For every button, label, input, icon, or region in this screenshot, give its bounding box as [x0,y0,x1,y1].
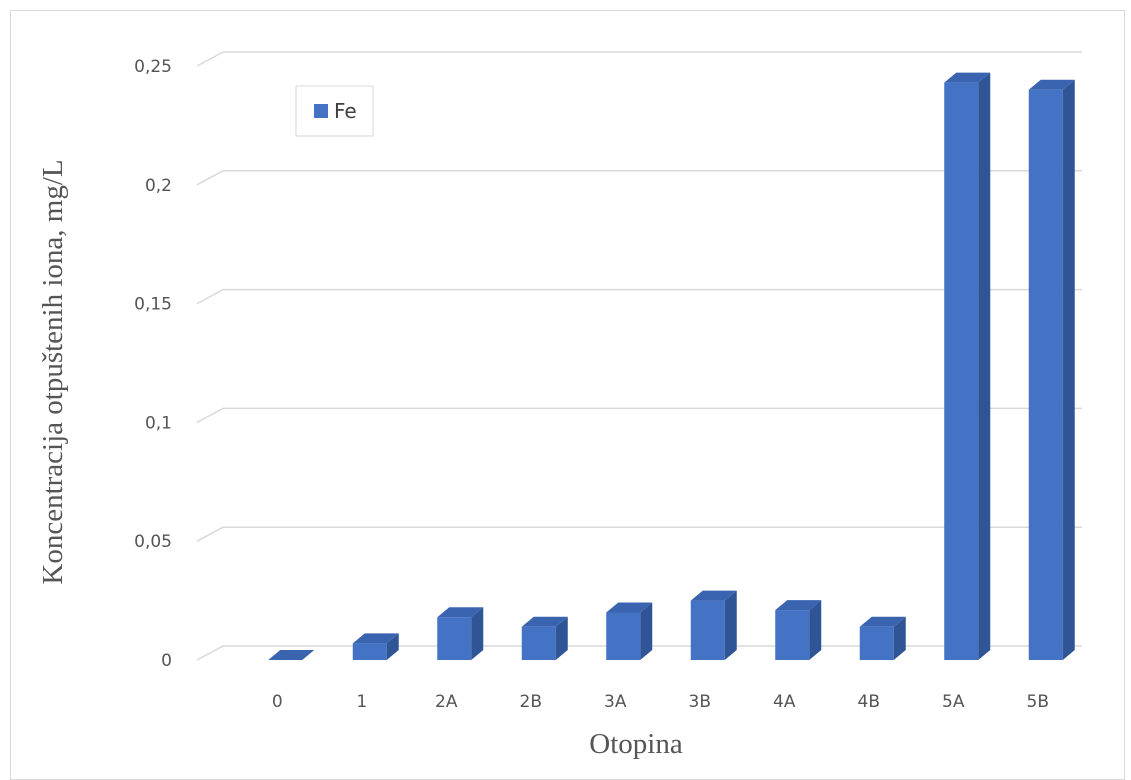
bar-chart: 0 0,05 0,1 0,15 0,2 0,25 0 1 2A 2B 3A 3B 4A 4B 5A 5B F… [37,51,1082,760]
x-tick-label: 2B [520,692,542,712]
x-tick-label: 0 [272,692,283,712]
legend-label-fe: Fe [334,99,357,123]
gridline-diagonal [196,645,224,661]
bar-side [471,607,484,660]
x-axis-ticks: 0 1 2A 2B 3A 3B 4A 4B 5A 5B [272,692,1049,712]
bar [606,612,641,660]
bar-side [893,616,906,660]
bar-side [386,633,399,660]
gridline-diagonal [196,288,224,305]
x-tick-label: 5B [1027,692,1049,712]
x-tick-label: 3B [689,692,711,712]
bar-top [859,616,906,627]
x-tick-label: 4B [858,692,880,712]
legend: Fe [295,85,374,137]
bar [352,643,387,660]
bar-top [521,616,568,627]
bar [775,610,810,660]
bar-side [640,602,653,660]
gridlines [196,51,1082,661]
y-axis-title: Koncentracija otpuštenih iona, mg/L [37,159,69,584]
bar [521,626,556,660]
gridline-diagonal [196,51,224,67]
y-tick-label: 0,2 [145,176,172,196]
gridline-diagonal [196,170,224,186]
bar [1028,89,1063,660]
bar-top [944,72,991,83]
bar-top [606,602,653,613]
y-tick-label: 0,25 [134,57,172,77]
x-tick-label: 5A [942,692,965,712]
gridline-diagonal [196,526,224,542]
x-tick-label: 4A [773,692,796,712]
y-tick-label: 0,1 [145,413,172,433]
bar-top [437,607,484,618]
x-axis-title: Otopina [589,728,683,760]
bar-side [809,600,822,660]
bar-top [268,650,315,660]
bar-top [775,600,822,611]
bar-top [352,633,399,644]
bar-top [1028,79,1075,90]
legend-box [295,85,374,137]
bar-side [978,72,991,660]
bar [859,626,894,660]
bar-side [1062,79,1075,660]
y-tick-label: 0,05 [134,532,172,552]
x-tick-label: 3A [604,692,627,712]
bars [268,72,1075,660]
bar-side [555,616,568,660]
y-tick-label: 0,15 [134,295,172,315]
bar-side [724,590,737,660]
y-tick-label: 0 [161,651,172,671]
gridline-diagonal [196,407,224,424]
bar [437,617,472,660]
y-axis-ticks: 0 0,05 0,1 0,15 0,2 0,25 [134,57,172,671]
x-tick-label: 1 [356,692,367,712]
bar [690,600,725,660]
legend-swatch-fe [314,104,328,118]
x-tick-label: 2A [435,692,458,712]
bar-top [690,590,737,601]
bar [944,82,979,660]
